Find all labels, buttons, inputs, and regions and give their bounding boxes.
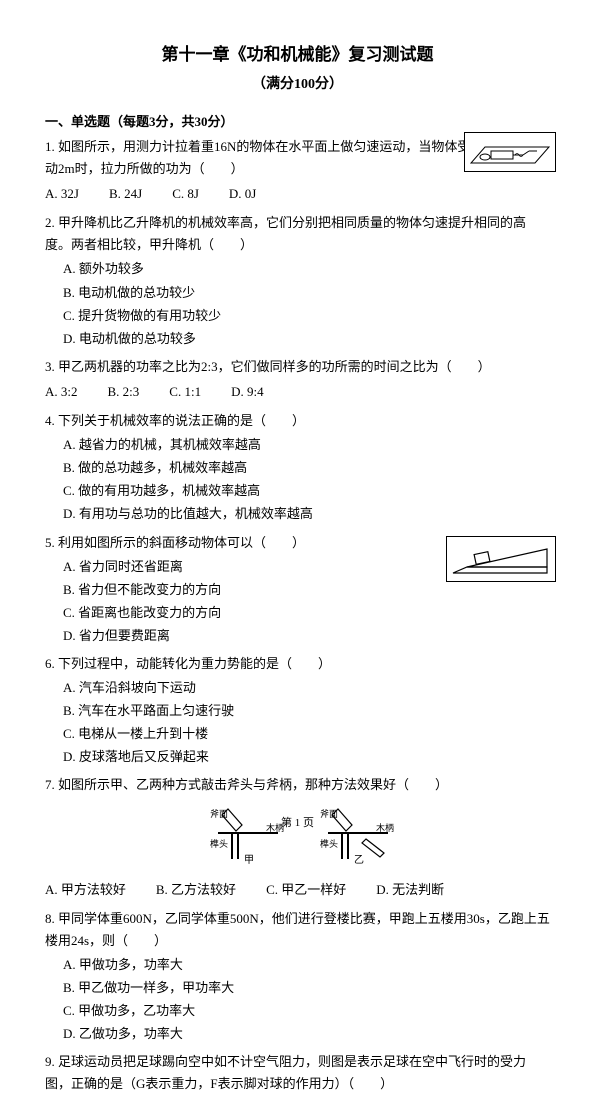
q1-optA: A. 32J xyxy=(45,183,109,205)
q2-text: 甲升降机比乙升降机的机械效率高，它们分别把相同质量的物体匀速提升相同的高度。两者… xyxy=(45,215,526,252)
q6-optC: C. 电梯从一楼上升到十楼 xyxy=(63,723,550,745)
svg-text:榫头: 榫头 xyxy=(320,838,338,849)
q3-optB: B. 2:3 xyxy=(108,381,170,403)
page-title: 第十一章《功和机械能》复习测试题 xyxy=(45,40,550,65)
q4-optB: B. 做的总功越多，机械效率越高 xyxy=(63,457,550,479)
q3-number: 3. xyxy=(45,359,55,374)
q7-text: 如图所示甲、乙两种方式敲击斧头与斧柄，那种方法效果好（ ） xyxy=(58,777,448,792)
q4-options: A. 越省力的机械，其机械效率越高 B. 做的总功越多，机械效率越高 C. 做的… xyxy=(45,434,550,525)
q6-options: A. 汽车沿斜坡向下运动 B. 汽车在水平路面上匀速行驶 C. 电梯从一楼上升到… xyxy=(45,677,550,768)
q9-text: 足球运动员把足球踢向空中如不计空气阻力，则图是表示足球在空中飞行时的受力图，正确… xyxy=(45,1054,526,1091)
svg-text:榫头: 榫头 xyxy=(210,838,228,849)
q5-text: 利用如图所示的斜面移动物体可以（ ） xyxy=(58,535,305,550)
q6-optA: A. 汽车沿斜坡向下运动 xyxy=(63,677,550,699)
q5-optC: C. 省距离也能改变力的方向 xyxy=(63,602,550,624)
q5-optD: D. 省力但要费距离 xyxy=(63,625,550,647)
q3-optA: A. 3:2 xyxy=(45,381,108,403)
q3-optD: D. 9:4 xyxy=(231,381,294,403)
q2-number: 2. xyxy=(45,215,55,230)
q1-options: A. 32J B. 24J C. 8J D. 0J xyxy=(45,182,550,206)
q4-optC: C. 做的有用功越多，机械效率越高 xyxy=(63,480,550,502)
q4-optA: A. 越省力的机械，其机械效率越高 xyxy=(63,434,550,456)
q8-optC: C. 甲做功多，乙功率大 xyxy=(63,1000,550,1022)
question-8: 8. 甲同学体重600N，乙同学体重500N，他们进行登楼比赛，甲跑上五楼用30… xyxy=(45,908,550,1046)
q6-text: 下列过程中，动能转化为重力势能的是（ ） xyxy=(58,656,331,671)
question-7: 7. 如图所示甲、乙两种方式敲击斧头与斧柄，那种方法效果好（ ） 木柄 斧面 榫… xyxy=(45,774,550,901)
q1-number: 1. xyxy=(45,139,55,154)
q4-number: 4. xyxy=(45,413,55,428)
q8-optB: B. 甲乙做功一样多，甲功率大 xyxy=(63,977,550,999)
question-2: 2. 甲升降机比乙升降机的机械效率高，它们分别把相同质量的物体匀速提升相同的高度… xyxy=(45,212,550,350)
q4-optD: D. 有用功与总功的比值越大，机械效率越高 xyxy=(63,503,550,525)
q9-number: 9. xyxy=(45,1054,55,1069)
q5-optB: B. 省力但不能改变力的方向 xyxy=(63,579,550,601)
q2-options: A. 额外功较多 B. 电动机做的总功较少 C. 提升货物做的有用功较少 D. … xyxy=(45,258,550,349)
question-6: 6. 下列过程中，动能转化为重力势能的是（ ） A. 汽车沿斜坡向下运动 B. … xyxy=(45,653,550,768)
question-1: 1. 如图所示，用测力计拉着重16N的物体在水平面上做匀速运动，当物体受摩擦力4… xyxy=(45,136,550,206)
question-9: 9. 足球运动员把足球踢向空中如不计空气阻力，则图是表示足球在空中飞行时的受力图… xyxy=(45,1051,550,1095)
question-5: 5. 利用如图所示的斜面移动物体可以（ ） A. 省力同时还省距离 B. 省力但… xyxy=(45,532,550,647)
q8-optA: A. 甲做功多，功率大 xyxy=(63,954,550,976)
q5-figure xyxy=(446,536,556,582)
q7-optD: D. 无法判断 xyxy=(376,879,474,901)
q8-options: A. 甲做功多，功率大 B. 甲乙做功一样多，甲功率大 C. 甲做功多，乙功率大… xyxy=(45,954,550,1045)
q4-text: 下列关于机械效率的说法正确的是（ ） xyxy=(58,413,305,428)
q1-optC: C. 8J xyxy=(172,183,229,205)
q2-optA: A. 额外功较多 xyxy=(63,258,550,280)
page-footer: 第 1 页 xyxy=(0,814,595,830)
q6-number: 6. xyxy=(45,656,55,671)
q1-figure xyxy=(464,132,556,172)
q5-number: 5. xyxy=(45,535,55,550)
q2-optC: C. 提升货物做的有用功较少 xyxy=(63,305,550,327)
q7-number: 7. xyxy=(45,777,55,792)
page-subtitle: （满分100分） xyxy=(45,73,550,93)
q8-optD: D. 乙做功多，功率大 xyxy=(63,1023,550,1045)
q8-number: 8. xyxy=(45,911,55,926)
question-3: 3. 甲乙两机器的功率之比为2:3，它们做同样多的功所需的时间之比为（ ） A.… xyxy=(45,356,550,404)
q1-optD: D. 0J xyxy=(229,183,286,205)
q7-optA: A. 甲方法较好 xyxy=(45,879,156,901)
section-heading: 一、单选题（每题3分，共30分） xyxy=(45,111,550,130)
q6-optB: B. 汽车在水平路面上匀速行驶 xyxy=(63,700,550,722)
q3-text: 甲乙两机器的功率之比为2:3，它们做同样多的功所需的时间之比为（ ） xyxy=(58,359,491,374)
q3-optC: C. 1:1 xyxy=(169,381,231,403)
q7-optB: B. 乙方法较好 xyxy=(156,879,266,901)
svg-text:乙: 乙 xyxy=(354,854,364,866)
q2-optD: D. 电动机做的总功较多 xyxy=(63,328,550,350)
q7-optC: C. 甲乙一样好 xyxy=(266,879,376,901)
q3-options: A. 3:2 B. 2:3 C. 1:1 D. 9:4 xyxy=(45,380,550,404)
q2-optB: B. 电动机做的总功较少 xyxy=(63,282,550,304)
q8-text: 甲同学体重600N，乙同学体重500N，他们进行登楼比赛，甲跑上五楼用30s，乙… xyxy=(45,911,550,948)
svg-text:甲: 甲 xyxy=(244,855,254,866)
question-4: 4. 下列关于机械效率的说法正确的是（ ） A. 越省力的机械，其机械效率越高 … xyxy=(45,410,550,525)
q1-optB: B. 24J xyxy=(109,183,172,205)
q7-options: A. 甲方法较好 B. 乙方法较好 C. 甲乙一样好 D. 无法判断 xyxy=(45,878,550,902)
q6-optD: D. 皮球落地后又反弹起来 xyxy=(63,746,550,768)
